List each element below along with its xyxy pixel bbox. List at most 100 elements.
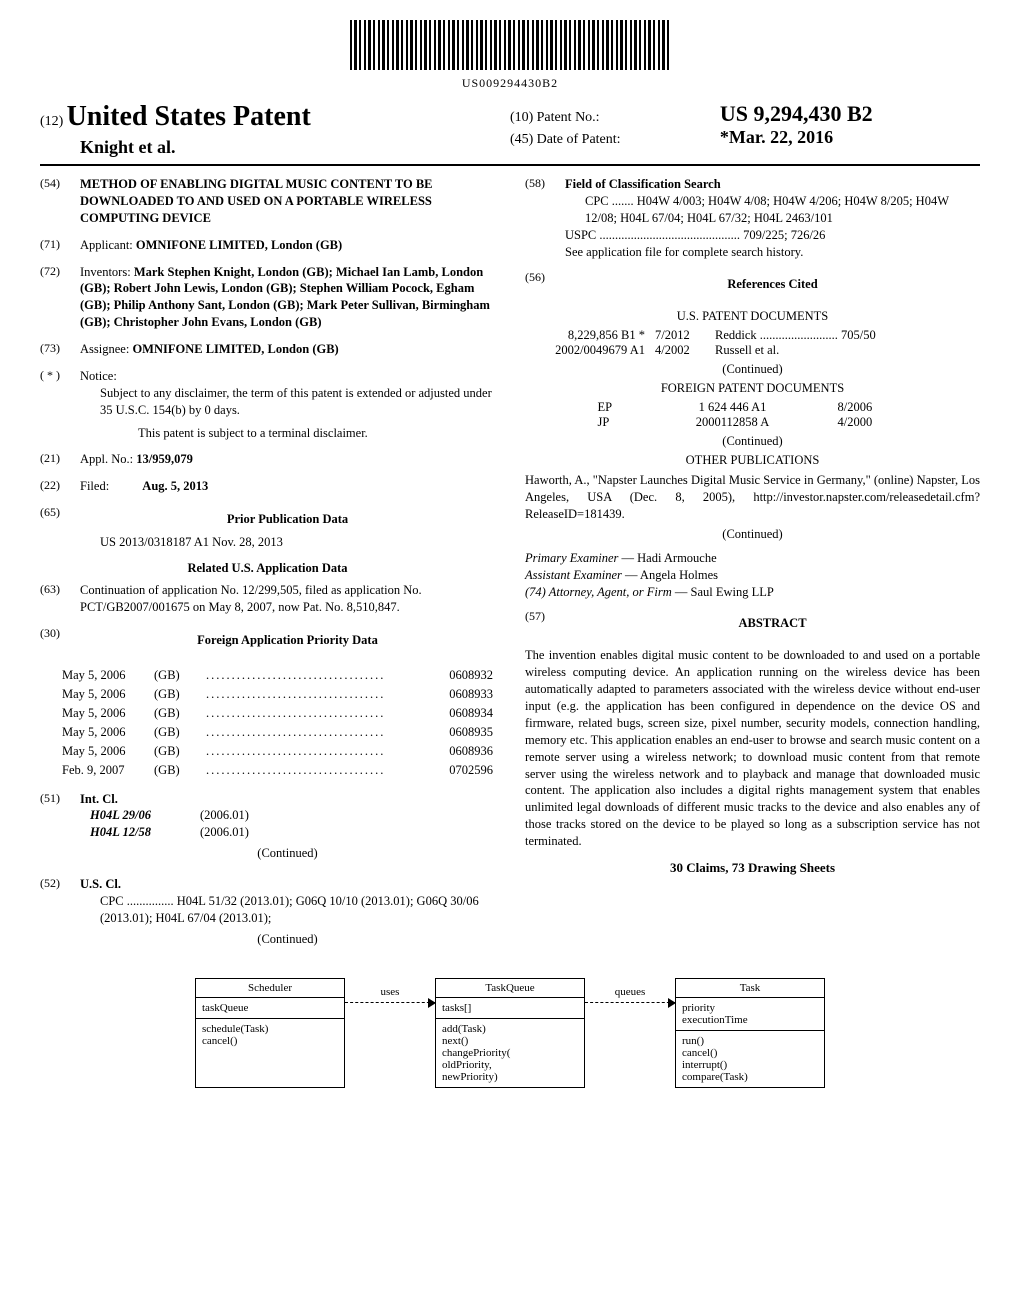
examiner-label: Primary Examiner <box>525 551 618 565</box>
abstract-text: The invention enables digital music cont… <box>525 647 980 850</box>
header-row: (12) United States Patent Knight et al. … <box>40 101 980 166</box>
uml-task: Task priority executionTime run() cancel… <box>675 978 825 1088</box>
priority-row: Feb. 9, 2007(GB)........................… <box>42 762 493 779</box>
uml-title: TaskQueue <box>436 979 584 998</box>
us-doc-row: 8,229,856 B1 *7/2012Reddick ............… <box>525 328 980 343</box>
arrow-line-icon <box>585 1002 675 1003</box>
label: Field of Classification Search <box>565 177 721 191</box>
foreign-docs-list: EP1 624 446 A18/2006JP2000112858 A4/2000 <box>525 400 980 430</box>
field-search: Field of Classification Search CPC .....… <box>565 176 980 260</box>
assist: — Angela Holmes <box>622 568 718 582</box>
us-doc-row: 2002/0049679 A14/2002Russell et al. <box>525 343 980 358</box>
type-prefix: (12) <box>40 114 63 129</box>
section-51: (51) Int. Cl. H04L 29/06(2006.01)H04L 12… <box>40 791 495 867</box>
continuation: Continuation of application No. 12/299,5… <box>80 582 495 616</box>
arrow-uses: uses <box>345 978 435 1088</box>
section-num: (71) <box>40 237 80 254</box>
claims-line: 30 Claims, 73 Drawing Sheets <box>525 860 980 876</box>
date-value: *Mar. 22, 2016 <box>720 127 833 147</box>
section-54: (54) METHOD OF ENABLING DIGITAL MUSIC CO… <box>40 176 495 227</box>
prior-pub: Prior Publication Data US 2013/0318187 A… <box>80 505 495 551</box>
uml-attrs: tasks[] <box>436 998 584 1019</box>
continued-1: (Continued) <box>525 362 980 377</box>
section-30: (30) Foreign Application Priority Data <box>40 626 495 655</box>
priority-row: May 5, 2006(GB).........................… <box>42 667 493 684</box>
intcl-row: H04L 12/58(2006.01) <box>80 824 495 841</box>
section-72: (72) Inventors: Mark Stephen Knight, Lon… <box>40 264 495 332</box>
uspc: USPC ...................................… <box>565 227 980 244</box>
label: U.S. Cl. <box>80 877 121 891</box>
continued: (Continued) <box>80 845 495 862</box>
patent-no-label: Patent No.: <box>537 110 717 126</box>
section-num: ( * ) <box>40 368 80 442</box>
continued-2: (Continued) <box>525 434 980 449</box>
filed: Filed: Aug. 5, 2013 <box>80 478 495 495</box>
patent-no: US 9,294,430 B2 <box>720 101 873 126</box>
section-63: (63) Continuation of application No. 12/… <box>40 582 495 616</box>
us-cl: U.S. Cl. CPC ............... H04L 51/32 … <box>80 876 495 952</box>
continued: (Continued) <box>80 931 495 948</box>
cpc: CPC ....... H04W 4/003; H04W 4/08; H04W … <box>565 193 980 227</box>
date-label: Date of Patent: <box>537 132 717 148</box>
barcode-number: US009294430B2 <box>40 76 980 91</box>
attorney: — Saul Ewing LLP <box>672 585 774 599</box>
section-65: (65) Prior Publication Data US 2013/0318… <box>40 505 495 551</box>
body-columns: (54) METHOD OF ENABLING DIGITAL MUSIC CO… <box>40 176 980 962</box>
uml-scheduler: Scheduler taskQueue schedule(Task) cance… <box>195 978 345 1088</box>
section-num: (73) <box>40 341 80 358</box>
int-cl: Int. Cl. H04L 29/06(2006.01)H04L 12/58(2… <box>80 791 495 867</box>
uml-title: Scheduler <box>196 979 344 998</box>
section-52: (52) U.S. Cl. CPC ............... H04L 5… <box>40 876 495 952</box>
label: Notice: <box>80 369 117 383</box>
priority-row: May 5, 2006(GB).........................… <box>42 743 493 760</box>
section-num: (65) <box>40 505 80 551</box>
section-num: (51) <box>40 791 80 867</box>
foreign-priority-title: Foreign Application Priority Data <box>80 632 495 649</box>
uml-title: Task <box>676 979 824 998</box>
us-docs-title: U.S. PATENT DOCUMENTS <box>525 309 980 324</box>
arrow-line-icon <box>345 1002 435 1003</box>
value: Aug. 5, 2013 <box>112 479 208 493</box>
label: Int. Cl. <box>80 792 118 806</box>
section-57: (57) ABSTRACT <box>525 609 980 638</box>
section-num: (30) <box>40 626 80 655</box>
notice-text-2: This patent is subject to a terminal dis… <box>80 425 495 442</box>
applicant: Applicant: OMNIFONE LIMITED, London (GB) <box>80 237 495 254</box>
barcode-graphic <box>350 20 670 70</box>
section-21: (21) Appl. No.: 13/959,079 <box>40 451 495 468</box>
header-left: (12) United States Patent Knight et al. <box>40 101 510 158</box>
priority-row: May 5, 2006(GB).........................… <box>42 705 493 722</box>
attorney-label: (74) Attorney, Agent, or Firm <box>525 585 672 599</box>
uml-diagram: Scheduler taskQueue schedule(Task) cance… <box>40 978 980 1088</box>
examiner: — Hadi Armouche <box>618 551 716 565</box>
value: CPC ............... H04L 51/32 (2013.01)… <box>80 893 495 927</box>
label: Assignee: <box>80 342 129 356</box>
assist-line: Assistant Examiner — Angela Holmes <box>525 567 980 584</box>
label: Filed: <box>80 479 109 493</box>
patent-no-prefix: (10) <box>510 110 533 125</box>
section-56: (56) References Cited <box>525 270 980 299</box>
foreign-doc-row: EP1 624 446 A18/2006 <box>525 400 980 415</box>
uml-ops: add(Task) next() changePriority( oldPrio… <box>436 1019 584 1087</box>
uml-attrs: priority executionTime <box>676 998 824 1031</box>
section-num: (21) <box>40 451 80 468</box>
priority-row: May 5, 2006(GB).........................… <box>42 686 493 703</box>
section-num: (54) <box>40 176 80 227</box>
section-58: (58) Field of Classification Search CPC … <box>525 176 980 260</box>
intcl-row: H04L 29/06(2006.01) <box>80 807 495 824</box>
label: Appl. No.: <box>80 452 133 466</box>
assist-label: Assistant Examiner <box>525 568 622 582</box>
references-cited: References Cited <box>565 276 980 293</box>
continued-3: (Continued) <box>525 527 980 542</box>
section-71: (71) Applicant: OMNIFONE LIMITED, London… <box>40 237 495 254</box>
inventors: Inventors: Mark Stephen Knight, London (… <box>80 264 495 332</box>
foreign-doc-row: JP2000112858 A4/2000 <box>525 415 980 430</box>
attorney-line: (74) Attorney, Agent, or Firm — Saul Ewi… <box>525 584 980 601</box>
us-docs-list: 8,229,856 B1 *7/2012Reddick ............… <box>525 328 980 358</box>
header-right: (10) Patent No.: US 9,294,430 B2 (45) Da… <box>510 101 980 158</box>
notice-text-1: Subject to any disclaimer, the term of t… <box>80 385 495 419</box>
uml-attrs: taskQueue <box>196 998 344 1019</box>
notice: Notice: Subject to any disclaimer, the t… <box>80 368 495 442</box>
arrow-label: uses <box>371 986 410 998</box>
value: 13/959,079 <box>136 452 193 466</box>
